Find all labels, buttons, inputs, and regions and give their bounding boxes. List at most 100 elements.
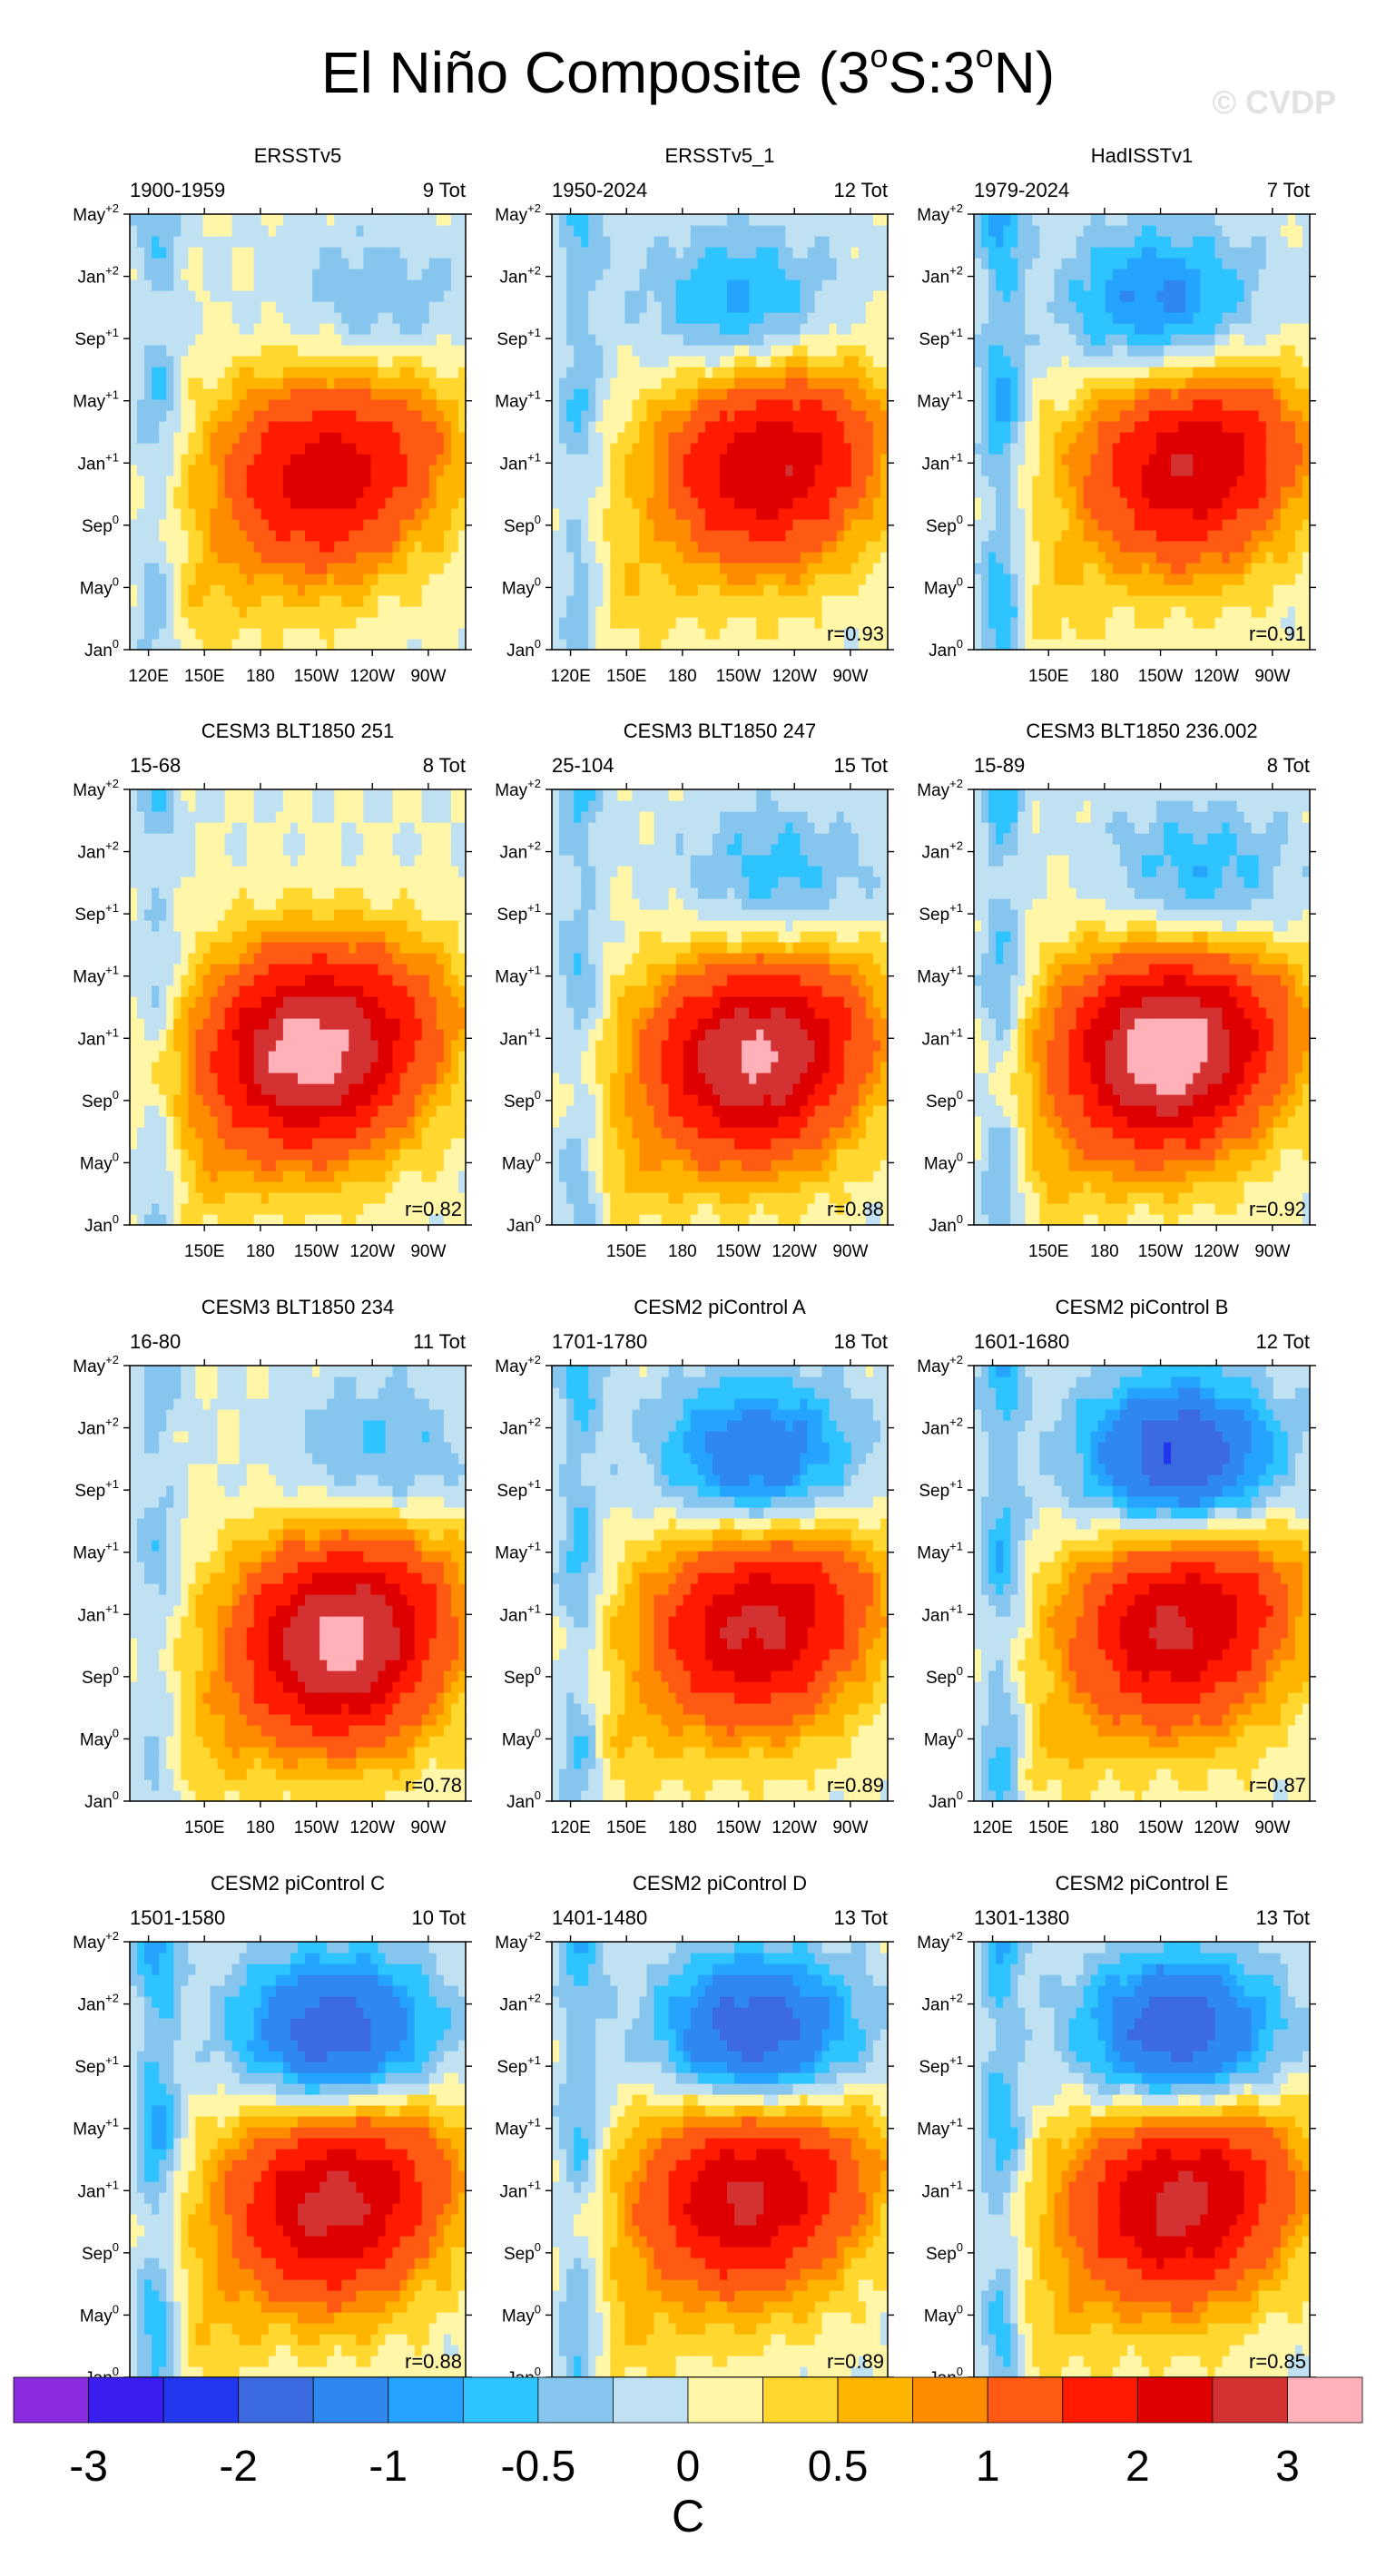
heatmap-cell bbox=[850, 639, 860, 651]
heatmap-cell bbox=[349, 497, 357, 509]
heatmap-cell bbox=[1090, 377, 1099, 389]
heatmap-cell bbox=[268, 465, 277, 476]
heatmap-cell bbox=[275, 606, 284, 618]
heatmap-cell bbox=[173, 258, 182, 269]
heatmap-cell bbox=[166, 584, 174, 596]
heatmap-cell bbox=[407, 377, 416, 389]
heatmap-cell bbox=[457, 573, 467, 585]
heatmap-cell bbox=[457, 236, 467, 248]
heatmap-cell bbox=[239, 530, 248, 542]
heatmap-cell bbox=[712, 269, 721, 280]
heatmap-cell bbox=[217, 519, 226, 531]
heatmap-cell bbox=[683, 214, 692, 226]
heatmap-cell bbox=[654, 606, 663, 618]
heatmap-cell bbox=[1090, 312, 1099, 324]
heatmap-cell bbox=[595, 345, 604, 357]
heatmap-cell bbox=[595, 334, 604, 346]
heatmap-cell bbox=[683, 247, 692, 259]
heatmap-cell bbox=[1178, 367, 1186, 378]
heatmap-cell bbox=[210, 236, 219, 248]
heatmap-cell bbox=[981, 345, 989, 357]
heatmap-cell bbox=[319, 508, 328, 520]
heatmap-cell bbox=[210, 356, 219, 367]
heatmap-cell bbox=[159, 410, 167, 422]
heatmap-cell bbox=[428, 628, 437, 640]
heatmap-cell bbox=[559, 617, 567, 629]
heatmap-cell bbox=[1142, 323, 1150, 335]
heatmap-cell bbox=[843, 508, 852, 520]
heatmap-cell bbox=[399, 563, 408, 574]
heatmap-cell bbox=[457, 258, 467, 269]
heatmap-cell bbox=[1076, 388, 1085, 400]
heatmap-cell bbox=[742, 214, 750, 226]
heatmap-cell bbox=[1061, 269, 1070, 280]
heatmap-cell bbox=[704, 552, 713, 563]
heatmap-cell bbox=[231, 628, 241, 640]
heatmap-cell bbox=[668, 617, 677, 629]
heatmap-cell bbox=[624, 269, 634, 280]
heatmap-cell bbox=[588, 225, 596, 237]
heatmap-cell bbox=[378, 236, 387, 248]
heatmap-cell bbox=[1156, 617, 1165, 629]
heatmap-cell bbox=[996, 225, 1004, 237]
heatmap-cell bbox=[457, 563, 467, 574]
heatmap-cell bbox=[880, 432, 889, 444]
heatmap-cell bbox=[778, 595, 786, 607]
heatmap-cell bbox=[349, 486, 357, 498]
heatmap-cell bbox=[763, 399, 772, 411]
heatmap-cell bbox=[763, 247, 772, 259]
heatmap-cell bbox=[668, 388, 677, 400]
heatmap-cell bbox=[166, 541, 174, 553]
heatmap-cell bbox=[1097, 421, 1106, 433]
heatmap-cell bbox=[566, 367, 575, 378]
heatmap-cell bbox=[1178, 214, 1186, 226]
heatmap-cell bbox=[450, 530, 459, 542]
heatmap-cell bbox=[1039, 465, 1048, 476]
heatmap-cell bbox=[239, 519, 248, 531]
heatmap-cell bbox=[305, 421, 313, 433]
heatmap-cell bbox=[559, 258, 567, 269]
heatmap-cell bbox=[421, 421, 430, 433]
heatmap-cell bbox=[1142, 334, 1150, 346]
heatmap-cell bbox=[188, 258, 196, 269]
heatmap-cell bbox=[275, 279, 284, 291]
heatmap-cell bbox=[704, 606, 713, 618]
heatmap-cell bbox=[246, 312, 255, 324]
heatmap-cell bbox=[1134, 334, 1143, 346]
heatmap-cell bbox=[428, 258, 437, 269]
heatmap-cell bbox=[298, 432, 306, 444]
heatmap-cell bbox=[1119, 639, 1128, 651]
heatmap-cell bbox=[683, 367, 692, 378]
heatmap-cell bbox=[1156, 247, 1165, 259]
heatmap-cell bbox=[552, 519, 560, 531]
heatmap-cell bbox=[159, 475, 167, 487]
heatmap-cell bbox=[880, 486, 889, 498]
heatmap-cell bbox=[290, 465, 299, 476]
heatmap-cell bbox=[239, 486, 248, 498]
heatmap-cell bbox=[298, 563, 306, 574]
heatmap-cell bbox=[654, 377, 663, 389]
heatmap-cell bbox=[1090, 410, 1099, 422]
heatmap-cell bbox=[559, 519, 567, 531]
heatmap-cell bbox=[290, 628, 299, 640]
heatmap-cell bbox=[843, 377, 852, 389]
heatmap-cell bbox=[202, 584, 211, 596]
heatmap-cell bbox=[443, 236, 452, 248]
heatmap-cell bbox=[327, 617, 335, 629]
heatmap-cell bbox=[1134, 465, 1143, 476]
heatmap-cell bbox=[1017, 639, 1026, 651]
heatmap-cell bbox=[173, 214, 182, 226]
heatmap-cell bbox=[414, 497, 423, 509]
heatmap-cell bbox=[1112, 508, 1121, 520]
heatmap-cell bbox=[697, 290, 706, 302]
heatmap-cell bbox=[188, 214, 196, 226]
heatmap-cell bbox=[152, 475, 160, 487]
heatmap-cell bbox=[312, 367, 320, 378]
heatmap-cell bbox=[195, 573, 204, 585]
heatmap-cell bbox=[865, 530, 874, 542]
heatmap-cell bbox=[1083, 356, 1092, 367]
heatmap-cell bbox=[1119, 345, 1128, 357]
heatmap-cell bbox=[202, 399, 211, 411]
heatmap-cell bbox=[727, 356, 735, 367]
heatmap-cell bbox=[327, 519, 335, 531]
